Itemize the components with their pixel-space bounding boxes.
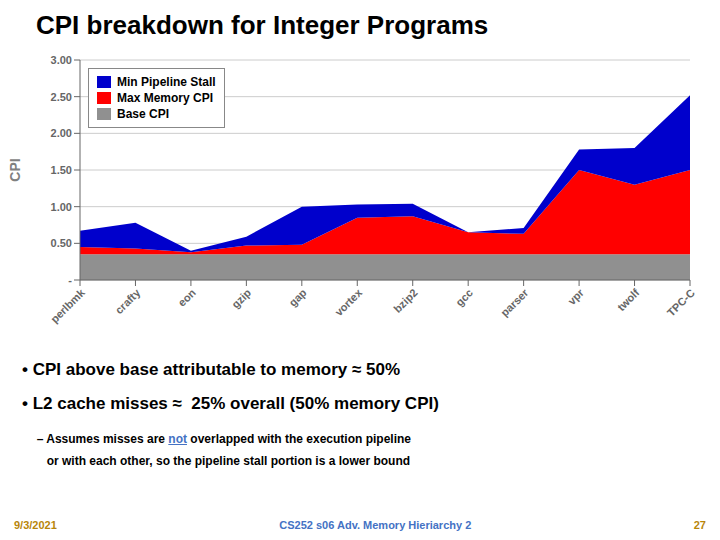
svg-text:TPC-C: TPC-C [665,286,697,318]
svg-text:vortex: vortex [332,286,364,318]
svg-text:twolf: twolf [615,286,642,313]
html-text:CS252 s06 Adv. Memory Hieriarc: CS252 s06 Adv. Memory Hieriarchy 2 [279,519,472,531]
html-text:• L2 cache misses ≈ 25% overal: • L2 cache misses ≈ 25% overall (50% mem… [22,394,439,413]
svg-text:bzip2: bzip2 [391,286,419,314]
svg-text:0.50: 0.50 [51,237,72,249]
html-text:• CPI above base attributable: • CPI above base attributable to memory … [22,360,401,379]
svg-text:gzip: gzip [229,286,253,310]
svg-text:-: - [68,274,72,286]
html-text:9/3/2021: 9/3/2021 [14,519,57,531]
svg-text:CPI: CPI [7,158,23,181]
svg-text:parser: parser [498,286,531,319]
svg-text:1.50: 1.50 [51,164,72,176]
html-text:– Assumes misses are not overl: – Assumes misses are not overlapped with… [30,432,411,446]
html-text:Min Pipeline Stall: Min Pipeline Stall [117,75,216,89]
svg-text:2.00: 2.00 [51,127,72,139]
html-text:CPI breakdown for Integer Prog: CPI breakdown for Integer Programs [36,9,489,40]
svg-text:vpr: vpr [565,286,586,307]
svg-text:perlbmk: perlbmk [48,286,87,325]
svg-text:gap: gap [286,286,309,309]
html-text:27: 27 [693,519,706,531]
svg-text:gcc: gcc [453,286,475,308]
html-text:Base CPI: Base CPI [117,107,169,121]
svg-text:2.50: 2.50 [51,91,72,103]
svg-text:1.00: 1.00 [51,201,72,213]
svg-text:crafty: crafty [113,286,143,316]
html-text:or with each other, so the pip: or with each other, so the pipeline stal… [30,454,410,468]
svg-text:3.00: 3.00 [51,54,72,66]
html-text:Max Memory CPI: Max Memory CPI [117,91,213,105]
svg-text:eon: eon [176,286,199,309]
